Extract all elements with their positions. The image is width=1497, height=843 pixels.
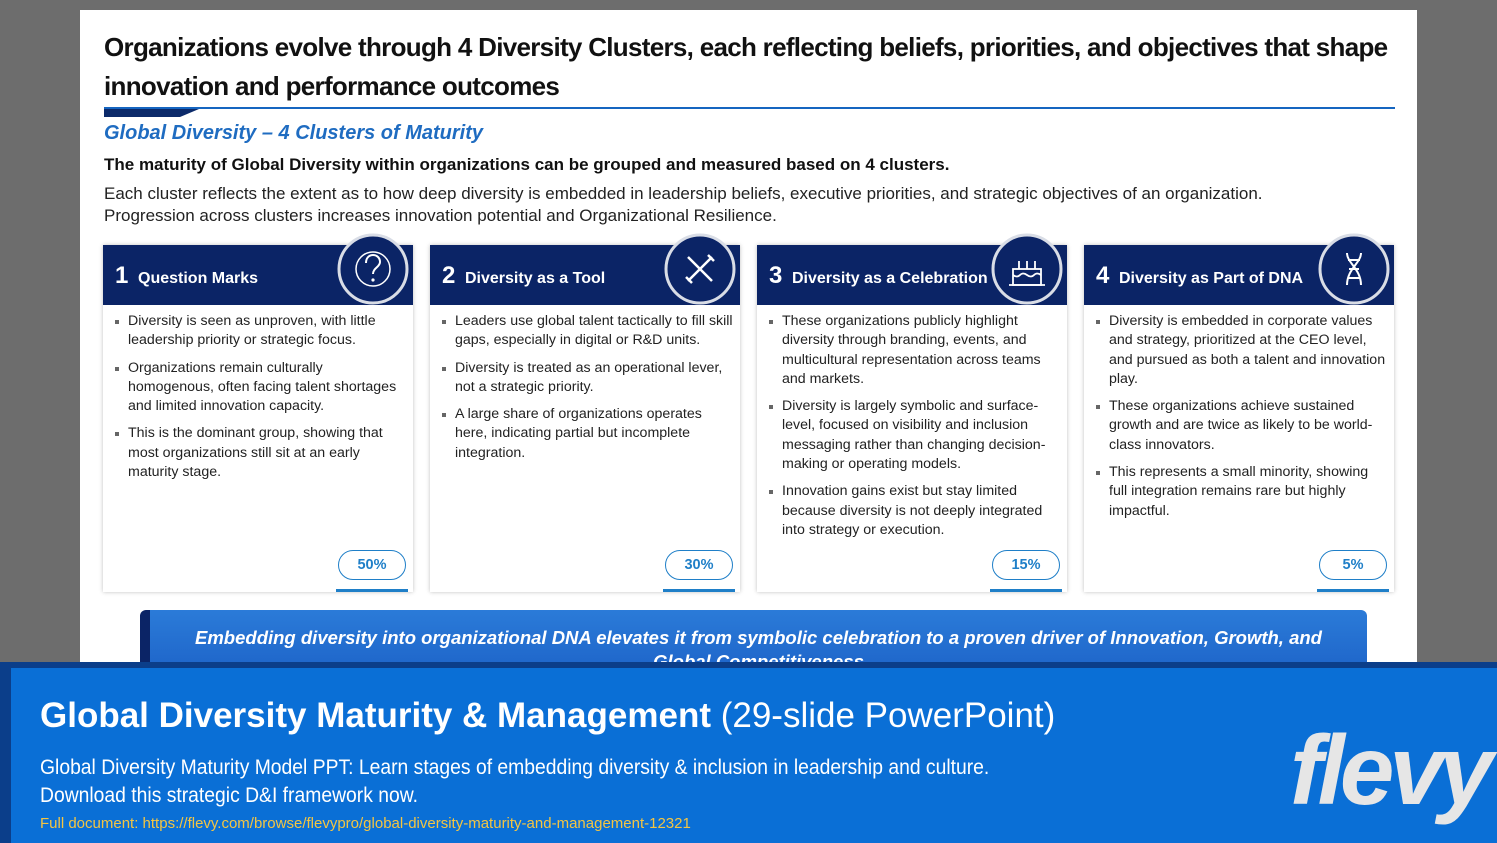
card-header: 4 Diversity as Part of DNA: [1084, 233, 1394, 305]
bullet-list: Leaders use global talent tactically to …: [438, 312, 734, 471]
subtitle: Global Diversity – 4 Clusters of Maturit…: [104, 122, 483, 144]
bullet: Diversity is seen as unproven, with litt…: [115, 312, 407, 351]
bullet: A large share of organizations operates …: [442, 405, 734, 463]
bullet: Organizations remain culturally homogeno…: [115, 359, 407, 417]
banner: Global Diversity Maturity & Management (…: [0, 662, 1497, 843]
bullet-list: These organizations publicly highlight d…: [765, 312, 1061, 548]
bullet: These organizations achieve sustained gr…: [1096, 397, 1388, 455]
bullet: Diversity is largely symbolic and surfac…: [769, 397, 1061, 474]
share-pill: 50%: [338, 550, 406, 580]
banner-title-note: (29-slide PowerPoint): [720, 696, 1056, 735]
cluster-icon: [664, 233, 736, 305]
share-pill: 15%: [992, 550, 1060, 580]
description-line: Global Diversity Maturity Model PPT: Lea…: [40, 756, 990, 779]
cluster-number: 2: [442, 262, 456, 289]
cluster-number: 4: [1096, 262, 1110, 289]
slide-title: Organizations evolve through 4 Diversity…: [104, 32, 1388, 101]
cluster-card: 2 Diversity as a Tool Leaders use global t…: [430, 233, 740, 592]
card-header: 1 Question Marks: [103, 233, 413, 305]
body-line: Each cluster reflects the extent as to h…: [104, 184, 1263, 203]
cluster-name: Question Marks: [138, 270, 259, 287]
bullet: Innovation gains exist but stay limited …: [769, 482, 1061, 540]
slide: Organizations evolve through 4 Diversity…: [80, 10, 1417, 710]
bullet: These organizations publicly highlight d…: [769, 312, 1061, 389]
cluster-card: 4 Diversity as Part of DNA Diversity is em…: [1084, 233, 1394, 592]
description-line: Download this strategic D&I framework no…: [40, 784, 418, 807]
card-header: 2 Diversity as a Tool: [430, 233, 740, 305]
banner-title-main: Global Diversity Maturity & Management: [40, 696, 711, 735]
banner-description: Global Diversity Maturity Model PPT: Lea…: [40, 754, 989, 810]
share-pill: 30%: [665, 550, 733, 580]
bullet-list: Diversity is embedded in corporate value…: [1092, 312, 1388, 529]
rule-accent: [104, 109, 199, 117]
card-header: 3 Diversity as a Celebration: [757, 233, 1067, 305]
rule: [104, 107, 1395, 109]
share-underline: [1317, 589, 1389, 592]
cluster-name: Diversity as Part of DNA: [1119, 270, 1304, 287]
bullet-list: Diversity is seen as unproven, with litt…: [111, 312, 407, 490]
body-line: Progression across clusters increases in…: [104, 206, 777, 225]
cluster-number: 3: [769, 262, 783, 289]
cluster-name: Diversity as a Celebration: [792, 270, 988, 287]
banner-edge: [0, 662, 11, 843]
lead: The maturity of Global Diversity within …: [104, 155, 950, 174]
share-underline: [990, 589, 1062, 592]
cluster-icon: [1318, 233, 1390, 305]
bullet: This represents a small minority, showin…: [1096, 463, 1388, 521]
bullet: Diversity is embedded in corporate value…: [1096, 312, 1388, 389]
document-link[interactable]: Full document: https://flevy.com/browse/…: [40, 815, 691, 832]
bullet: Leaders use global talent tactically to …: [442, 312, 734, 351]
cluster-card: 3 Diversity as a Celebration These organiz…: [757, 233, 1067, 592]
cluster-card: 1 Question Marks Diversity is seen as unpr…: [103, 233, 413, 592]
banner-title: Global Diversity Maturity & Management (…: [40, 696, 1055, 736]
bullet: Diversity is treated as an operational l…: [442, 359, 734, 398]
logo: flevy: [1290, 715, 1493, 825]
cluster-number: 1: [115, 262, 129, 289]
cluster-icon: [337, 233, 409, 305]
share-underline: [663, 589, 735, 592]
cluster-name: Diversity as a Tool: [465, 270, 606, 287]
cluster-icon: [991, 233, 1063, 305]
bullet: This is the dominant group, showing that…: [115, 424, 407, 482]
share-underline: [336, 589, 408, 592]
share-pill: 5%: [1319, 550, 1387, 580]
body: Each cluster reflects the extent as to h…: [104, 183, 1263, 227]
